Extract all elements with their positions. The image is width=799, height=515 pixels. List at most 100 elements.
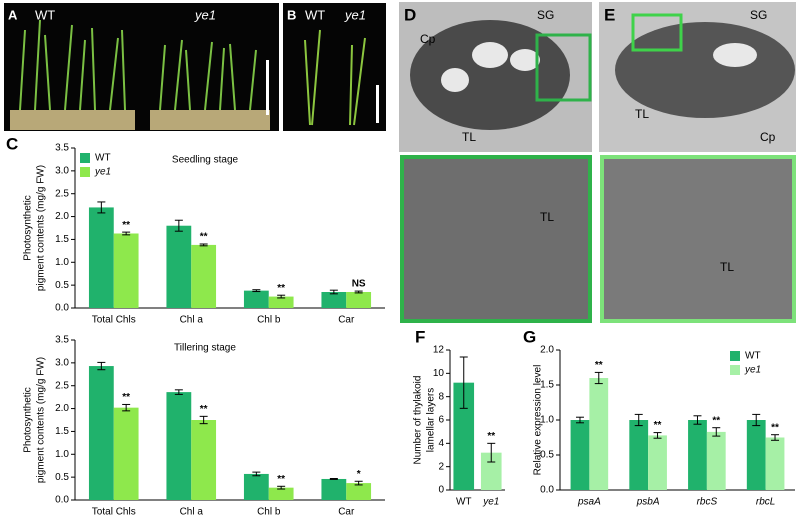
x-tick-label: rbcS — [697, 497, 718, 508]
bar — [480, 452, 502, 490]
starch — [713, 43, 757, 67]
chart-title: Tillering stage — [174, 343, 236, 354]
x-tick-label: Chl b — [257, 507, 281, 515]
significance-label: ** — [712, 415, 720, 426]
x-tick-label: psbA — [636, 497, 660, 508]
photo-label: Cp — [420, 32, 436, 46]
x-tick-label: Car — [338, 315, 355, 326]
bar — [166, 225, 192, 308]
y-tick-label: 2.0 — [55, 211, 69, 222]
bar — [765, 437, 785, 490]
y-tick-label: 4 — [438, 438, 444, 449]
pot — [150, 110, 270, 130]
y-axis-label: Number of thylakoid — [413, 376, 424, 465]
bar — [589, 378, 609, 490]
y-tick-label: 0.0 — [55, 303, 69, 314]
x-tick-label: Car — [338, 507, 355, 515]
pot — [10, 110, 135, 130]
y-tick-label: 3.0 — [55, 357, 69, 368]
scale-bar — [266, 60, 269, 115]
y-tick-label: 0.5 — [540, 450, 554, 461]
legend-swatch — [730, 365, 740, 375]
x-tick-label: Total Chls — [92, 315, 136, 326]
panel-letter: E — [604, 5, 615, 24]
photo-label: TL — [462, 130, 476, 144]
y-tick-label: 1.5 — [55, 426, 69, 437]
x-tick-label: psaA — [577, 497, 601, 508]
bar — [113, 233, 139, 308]
significance-label: ** — [200, 404, 208, 415]
y-tick-label: 0.5 — [55, 472, 69, 483]
panel-letter: G — [523, 327, 536, 346]
bar — [706, 431, 726, 490]
zoom-box — [631, 13, 683, 52]
bar — [88, 366, 114, 500]
bar — [321, 478, 347, 500]
chart-title: Seedling stage — [172, 155, 239, 166]
chloroplast — [410, 20, 570, 130]
x-tick-label: Chl a — [180, 507, 204, 515]
photo-label: TL — [635, 107, 649, 121]
significance-label: * — [357, 469, 361, 480]
photo-label: WT — [305, 7, 325, 22]
starch — [441, 68, 469, 92]
legend-label: ye1 — [744, 365, 761, 376]
y-tick-label: 6 — [438, 415, 444, 426]
y-tick-label: 0.5 — [55, 280, 69, 291]
bar — [321, 292, 347, 308]
y-tick-label: 2.0 — [540, 345, 554, 356]
y-tick-label: 3.5 — [55, 335, 69, 346]
significance-label: NS — [352, 279, 366, 290]
photo-label: ye1 — [194, 7, 216, 22]
bar — [243, 290, 269, 308]
significance-label: ** — [595, 360, 603, 371]
bar — [570, 420, 590, 490]
bar — [268, 487, 294, 500]
significance-label: ** — [200, 232, 208, 243]
legend-swatch — [730, 351, 740, 361]
plants-b — [304, 29, 366, 126]
panel-letter: C — [6, 134, 18, 153]
starch — [472, 42, 508, 68]
photo-label: SG — [537, 8, 554, 22]
x-tick-label: ye1 — [482, 497, 499, 508]
zoom-box — [535, 33, 592, 102]
legend-label: WT — [745, 351, 761, 362]
y-tick-label: 2.0 — [55, 403, 69, 414]
y-tick-label: 2.5 — [55, 380, 69, 391]
significance-label: ** — [771, 422, 779, 433]
legend-label: ye1 — [94, 167, 111, 178]
legend-label: WT — [95, 153, 111, 164]
bar — [453, 382, 475, 490]
bar — [346, 483, 372, 500]
significance-label: ** — [277, 283, 285, 294]
bar — [113, 407, 139, 500]
bar — [191, 244, 217, 308]
y-tick-label: 10 — [433, 368, 445, 379]
y-tick-label: 8 — [438, 391, 444, 402]
photo-label: ye1 — [344, 7, 366, 22]
bar — [88, 207, 114, 308]
significance-label: ** — [654, 420, 662, 431]
x-tick-label: WT — [456, 497, 472, 508]
bar — [648, 435, 667, 490]
chloroplast — [615, 22, 795, 118]
tem-e-zoom — [600, 155, 796, 323]
legend-swatch — [80, 167, 90, 177]
legend-swatch — [80, 153, 90, 163]
panel-letter: B — [287, 7, 296, 22]
bar — [688, 420, 707, 490]
photo-label: Cp — [760, 130, 776, 144]
panel-letter: A — [8, 7, 18, 22]
y-axis-label: pigment contents (mg/g FW) — [36, 165, 47, 291]
photo-label: WT — [35, 7, 55, 22]
y-tick-label: 3.5 — [55, 143, 69, 154]
y-axis-label: pigment contents (mg/g FW) — [36, 357, 47, 483]
y-tick-label: 2 — [438, 461, 444, 472]
y-tick-label: 12 — [433, 345, 445, 356]
y-tick-label: 2.5 — [55, 188, 69, 199]
significance-label: ** — [277, 474, 285, 485]
panel-letter: D — [404, 5, 416, 24]
significance-label: ** — [122, 392, 130, 403]
y-tick-label: 1.0 — [55, 449, 69, 460]
